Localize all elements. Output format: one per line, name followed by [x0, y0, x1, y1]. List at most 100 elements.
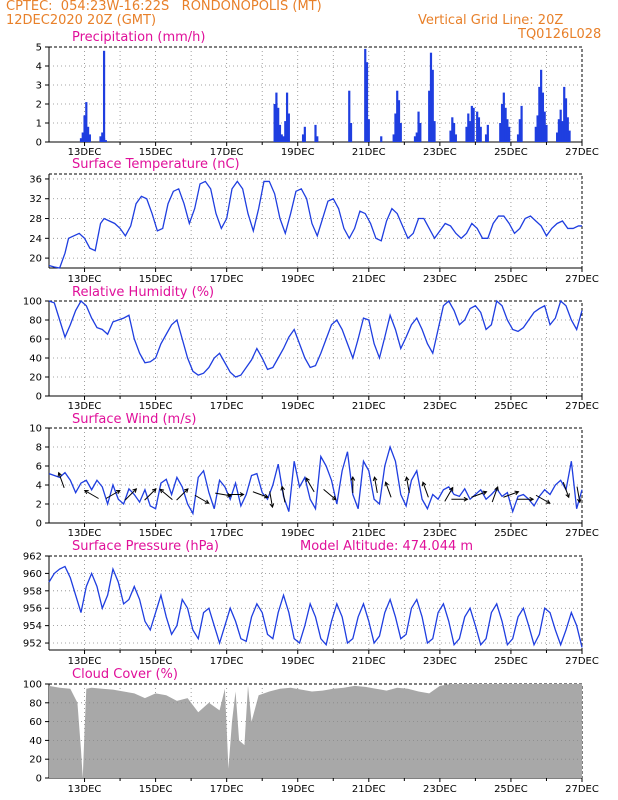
y-tick-label: 24	[29, 234, 42, 245]
plot-frame	[48, 46, 583, 143]
precip-bar	[451, 117, 454, 142]
precip-bar	[540, 69, 543, 142]
precip-bar	[287, 113, 290, 142]
precip-bar	[278, 124, 282, 142]
precip-bar	[417, 111, 420, 142]
precip-bar	[516, 134, 520, 142]
precip-bar	[419, 123, 422, 142]
y-tick-label: 2	[36, 500, 42, 511]
precip-bar	[563, 86, 566, 142]
precip-bar	[284, 121, 287, 142]
x-tick-label: 27DEC	[565, 147, 599, 158]
wind-arrow-head	[115, 489, 121, 495]
precip-bar	[561, 121, 564, 142]
precip-bar	[486, 124, 489, 142]
wind-arrow-head	[576, 498, 582, 504]
wind-arrow-shaft	[281, 486, 286, 503]
y-tick-label: 954	[23, 621, 42, 632]
wind-arrow-shaft	[215, 492, 232, 497]
wind-arrow-shaft	[305, 477, 315, 493]
wind-arrow-head	[159, 488, 165, 494]
cloud-cover-area	[49, 684, 582, 778]
x-tick-label: 21DEC	[352, 274, 386, 285]
y-tick-label: 60	[29, 335, 42, 346]
header-code: TQ0126L028	[518, 27, 602, 42]
precip-bar	[81, 132, 84, 142]
x-tick-label: 23DEC	[423, 784, 457, 795]
wind-arrow-shaft	[576, 486, 581, 503]
panel-3	[45, 299, 583, 400]
y-tick-label: 2	[36, 100, 42, 111]
wind-arrow-head	[372, 476, 378, 482]
precip-bar	[452, 123, 456, 142]
y-tick-label: 5	[36, 43, 42, 54]
wind-arrow-head	[132, 488, 138, 493]
plot-frame	[48, 173, 583, 269]
x-tick-label: 15DEC	[139, 147, 173, 158]
wind-arrow-shaft	[562, 482, 570, 498]
x-tick-label: 27DEC	[565, 784, 599, 795]
x-tick-label: 21DEC	[352, 656, 386, 667]
y-tick-label: 0	[36, 774, 42, 785]
wind-arrow-shaft	[323, 488, 337, 501]
precip-bar	[545, 124, 548, 142]
y-tick-label: 958	[23, 586, 42, 597]
y-tick-label: 100	[23, 297, 42, 308]
header-station: CPTEC: 054:23W-16:22S RONDONOPOLIS (MT)	[6, 0, 322, 14]
wind-arrow-shaft	[252, 491, 269, 498]
series-line	[48, 444, 583, 516]
y-tick-label: 3	[36, 81, 42, 92]
wind-arrow-head	[449, 486, 454, 492]
wind-arrow-shaft	[176, 488, 189, 501]
x-tick-label: 25DEC	[494, 147, 528, 158]
x-tick-label: 21DEC	[352, 401, 386, 412]
x-tick-label: 25DEC	[494, 656, 528, 667]
precip-bar	[314, 124, 317, 142]
panel-5	[45, 555, 583, 654]
y-tick-label: 10	[29, 424, 42, 435]
precip-bar	[280, 134, 283, 142]
wind-arrow-shaft	[385, 482, 392, 498]
panel-1	[45, 46, 583, 146]
y-tick-label: 80	[29, 698, 42, 709]
wind-arrow-shaft	[105, 490, 121, 499]
precip-bar	[101, 132, 104, 142]
precip-bar	[285, 92, 289, 142]
wind-arrow-shaft	[422, 482, 429, 498]
x-tick-label: 13DEC	[68, 274, 102, 285]
precip-bar	[397, 100, 401, 142]
panel-title: Precipitation (mm/h)	[72, 30, 205, 45]
precip-bar	[364, 48, 367, 142]
x-tick-label: 17DEC	[210, 274, 244, 285]
x-tick-label: 21DEC	[352, 528, 386, 539]
y-tick-label: 956	[23, 604, 42, 615]
precip-bar	[541, 92, 545, 142]
panel-title: Surface Temperature (nC)	[72, 157, 240, 172]
y-tick-label: 0	[36, 392, 42, 403]
wind-arrow-head	[151, 488, 157, 493]
precip-bar	[499, 123, 502, 142]
wind-arrow-shaft	[374, 477, 378, 493]
x-tick-label: 19DEC	[281, 147, 315, 158]
panel-2	[45, 173, 583, 272]
x-tick-label: 17DEC	[210, 784, 244, 795]
precip-bar	[301, 134, 305, 142]
precip-bar	[508, 126, 511, 142]
precip-bar	[428, 90, 431, 142]
wind-arrow-head	[239, 492, 245, 497]
wind-arrow-shaft	[58, 472, 65, 488]
y-tick-label: 1	[36, 119, 42, 130]
model-altitude-label: Model Altitude: 474.044 m	[300, 539, 473, 554]
series-line	[48, 180, 582, 269]
x-tick-label: 19DEC	[281, 401, 315, 412]
y-tick-label: 0	[36, 138, 42, 149]
panel-6	[45, 683, 583, 782]
x-tick-label: 21DEC	[352, 784, 386, 795]
precip-bar	[367, 119, 370, 142]
wind-arrow-head	[463, 496, 469, 502]
panel-title: Cloud Cover (%)	[72, 667, 178, 682]
plot-frame	[48, 427, 583, 524]
plot-frame	[48, 555, 583, 651]
wind-arrow-head	[384, 481, 389, 487]
wind-arrow-head	[57, 471, 63, 477]
